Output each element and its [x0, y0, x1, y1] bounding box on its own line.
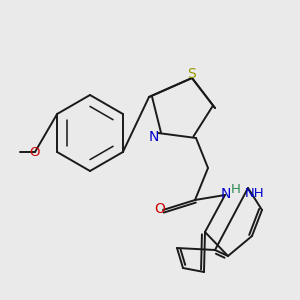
- Text: N: N: [220, 188, 231, 201]
- Text: O: O: [154, 202, 165, 216]
- Text: H: H: [231, 183, 240, 196]
- Text: S: S: [188, 68, 196, 81]
- Text: O: O: [30, 146, 40, 158]
- Text: NH: NH: [245, 187, 264, 200]
- Text: N: N: [148, 130, 159, 144]
